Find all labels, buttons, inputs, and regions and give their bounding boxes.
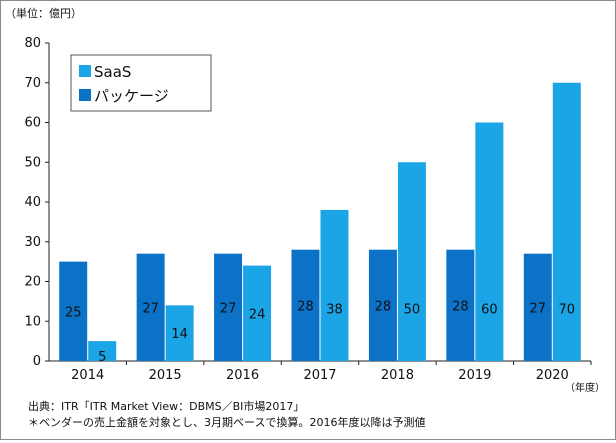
data-label-package: 28 [297,299,314,314]
unit-label: （単位：億円） [5,6,82,20]
bar-saas [552,82,581,361]
x-tick-label: 2019 [458,368,491,383]
bar-package [523,253,552,361]
y-tick-label: 40 [24,195,41,210]
legend-swatch [79,89,91,101]
data-label-saas: 60 [481,303,498,318]
bar-saas [320,209,349,361]
x-tick-label: 2020 [536,368,569,383]
y-tick-label: 0 [33,354,41,369]
data-label-saas: 50 [404,303,421,318]
y-tick-label: 70 [24,76,41,91]
data-label-saas: 14 [171,327,188,342]
bar-package [214,253,243,361]
x-tick-label: 2016 [226,368,259,383]
data-label-package: 28 [375,299,392,314]
data-label-saas: 70 [559,303,576,318]
data-label-package: 28 [452,299,469,314]
y-tick-label: 80 [24,36,41,51]
x-axis-unit-label: （年度） [565,381,605,394]
bar-package [368,249,397,361]
bar-saas [165,305,194,361]
data-label-saas: 38 [326,303,343,318]
data-label-package: 27 [530,301,547,316]
y-tick-label: 60 [24,116,41,131]
x-tick-label: 2018 [381,368,414,383]
bar-layer: 25 5 27 14 27 24 28 38 28 50 28 60 27 70 [59,82,581,365]
bar-saas [475,122,504,361]
y-tick-label: 30 [24,235,41,250]
source-note: 出典：ITR「ITR Market View：DBMS／BI市場2017」 [28,400,305,413]
bar-package [59,261,88,361]
legend: SaaS パッケージ [70,54,212,112]
axis-layer: 0 10 20 30 40 50 60 70 80 2014 2015 2016 2017 2018 201… [24,36,592,383]
x-tick-label: 2017 [303,368,336,383]
y-tick-label: 20 [24,275,41,290]
data-label-saas: 24 [249,307,266,322]
bar-package [446,249,475,361]
legend-label: SaaS [94,63,131,81]
forecast-note: ＊ベンダーの売上金額を対象とし、3月期ベースで換算。2016年度以降は予測値 [28,416,426,429]
y-tick-label: 10 [24,314,41,329]
legend-swatch [79,65,91,77]
y-tick-label: 50 [24,155,41,170]
legend-box [70,54,212,112]
bar-saas [243,265,272,361]
data-label-saas: 5 [98,350,106,365]
x-tick-label: 2015 [149,368,182,383]
data-label-package: 27 [220,301,237,316]
bar-package [291,249,320,361]
bar-saas [88,341,117,361]
bar-package [136,253,165,361]
data-label-package: 27 [142,301,159,316]
data-label-package: 25 [65,305,82,320]
bar-saas [397,162,426,361]
x-tick-label: 2014 [71,368,104,383]
legend-label: パッケージ [94,87,169,105]
